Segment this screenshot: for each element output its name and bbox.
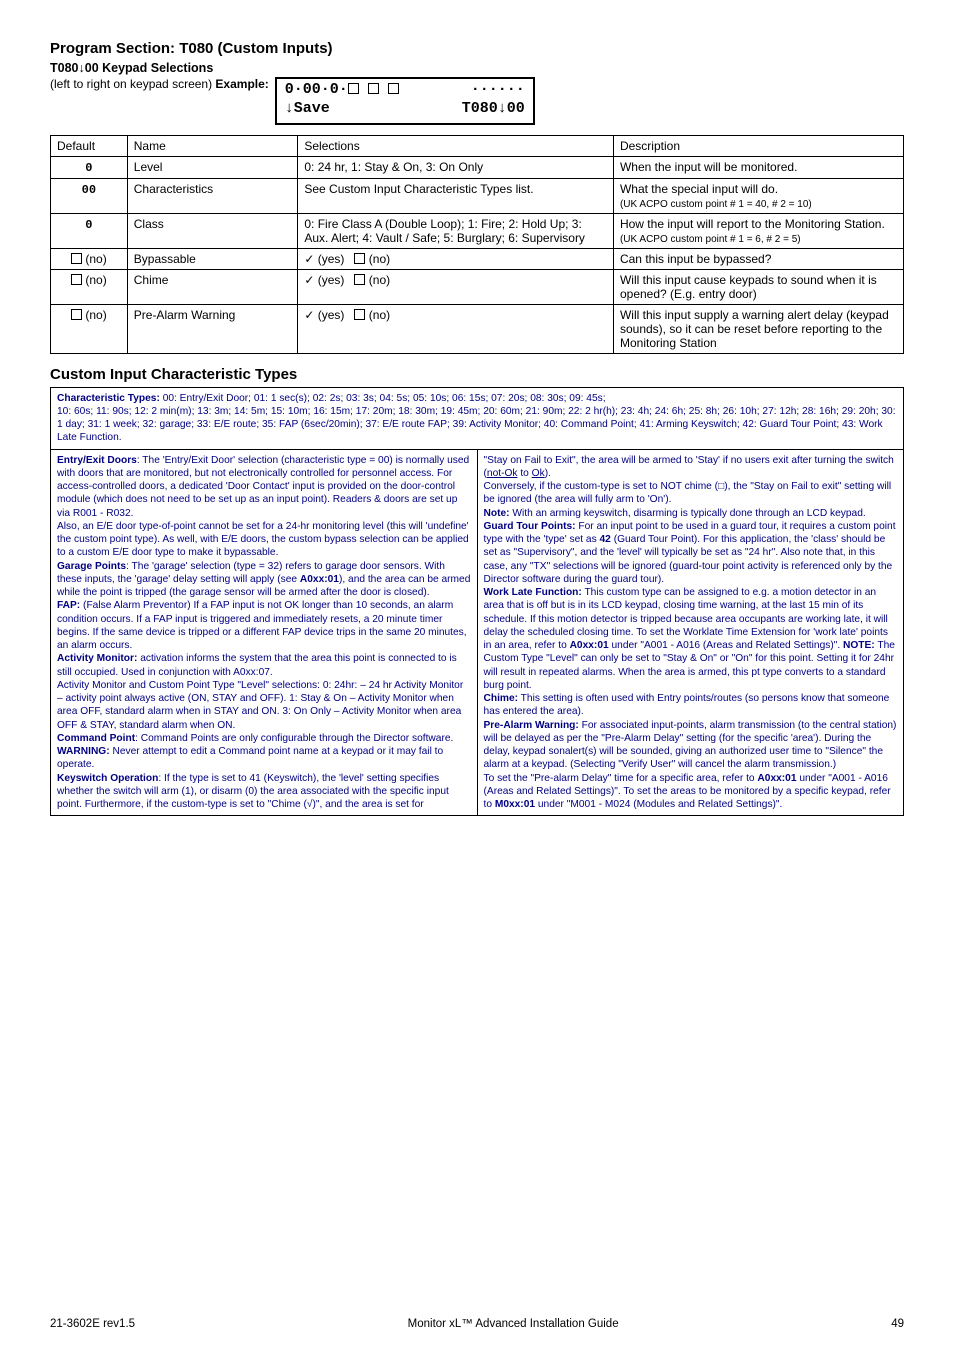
footer-center: Monitor xL™ Advanced Installation Guide (408, 1318, 619, 1330)
example-bold: Example: (215, 77, 268, 91)
cell-selections: 0: Fire Class A (Double Loop); 1: Fire; … (298, 213, 614, 248)
cell-name: Class (127, 213, 298, 248)
th-description: Description (613, 135, 903, 156)
cell-description: Can this input be bypassed? (613, 248, 903, 269)
lcd-line1-left: 0·00·0· (285, 81, 399, 100)
lcd-line1-right: ······ (462, 81, 525, 100)
example-label: (left to right on keypad screen) Example… (50, 77, 269, 91)
cell-default: 0 (85, 218, 92, 232)
cell-description: When the input will be monitored. (613, 156, 903, 178)
section2-title: Custom Input Characteristic Types (50, 366, 904, 383)
th-default: Default (51, 135, 128, 156)
lcd-line2-left: ↓Save (285, 100, 330, 119)
lcd-line2-right: T080↓00 (462, 100, 525, 119)
table-row: 0 Class 0: Fire Class A (Double Loop); 1… (51, 213, 904, 248)
footer-right: 49 (891, 1318, 904, 1330)
section-title: Program Section: T080 (Custom Inputs) (50, 40, 904, 57)
cell-description: What the special input will do. (UK ACPO… (613, 178, 903, 213)
cell-name: Bypassable (127, 248, 298, 269)
cell-selections: (yes) (no) (298, 248, 614, 269)
char-left-column: Entry/Exit Doors: The 'Entry/Exit Door' … (51, 450, 478, 816)
example-prefix: (left to right on keypad screen) (50, 77, 215, 91)
cell-default: 00 (82, 183, 96, 197)
table-row: (no) Bypassable (yes) (no) Can this inpu… (51, 248, 904, 269)
cell-name: Level (127, 156, 298, 178)
cell-selections: (yes) (no) (298, 304, 614, 353)
cell-default: (no) (51, 269, 128, 304)
page-footer: 21-3602E rev1.5 Monitor xL™ Advanced Ins… (50, 1318, 904, 1330)
cell-name: Chime (127, 269, 298, 304)
config-table: Default Name Selections Description 0 Le… (50, 135, 904, 354)
cell-description: Will this input supply a warning alert d… (613, 304, 903, 353)
cell-selections: See Custom Input Characteristic Types li… (298, 178, 614, 213)
cell-description: Will this input cause keypads to sound w… (613, 269, 903, 304)
cell-selections: (yes) (no) (298, 269, 614, 304)
char-header: Characteristic Types: 00: Entry/Exit Doo… (51, 388, 903, 450)
table-row: 0 Level 0: 24 hr, 1: Stay & On, 3: On On… (51, 156, 904, 178)
table-row: 00 Characteristics See Custom Input Char… (51, 178, 904, 213)
example-row: (left to right on keypad screen) Example… (50, 77, 904, 125)
cell-default: 0 (85, 161, 92, 175)
th-name: Name (127, 135, 298, 156)
cell-name: Pre-Alarm Warning (127, 304, 298, 353)
footer-left: 21-3602E rev1.5 (50, 1318, 135, 1330)
characteristics-box: Characteristic Types: 00: Entry/Exit Doo… (50, 387, 904, 817)
char-right-column: "Stay on Fail to Exit", the area will be… (478, 450, 904, 816)
table-row: (no) Pre-Alarm Warning (yes) (no) Will t… (51, 304, 904, 353)
sub-title: T080↓00 Keypad Selections (50, 61, 904, 75)
lcd-display: 0·00·0· ······ ↓Save T080↓00 (275, 77, 535, 125)
cell-name: Characteristics (127, 178, 298, 213)
th-selections: Selections (298, 135, 614, 156)
cell-default: (no) (51, 248, 128, 269)
cell-description: How the input will report to the Monitor… (613, 213, 903, 248)
cell-selections: 0: 24 hr, 1: Stay & On, 3: On Only (298, 156, 614, 178)
cell-default: (no) (51, 304, 128, 353)
table-row: (no) Chime (yes) (no) Will this input ca… (51, 269, 904, 304)
